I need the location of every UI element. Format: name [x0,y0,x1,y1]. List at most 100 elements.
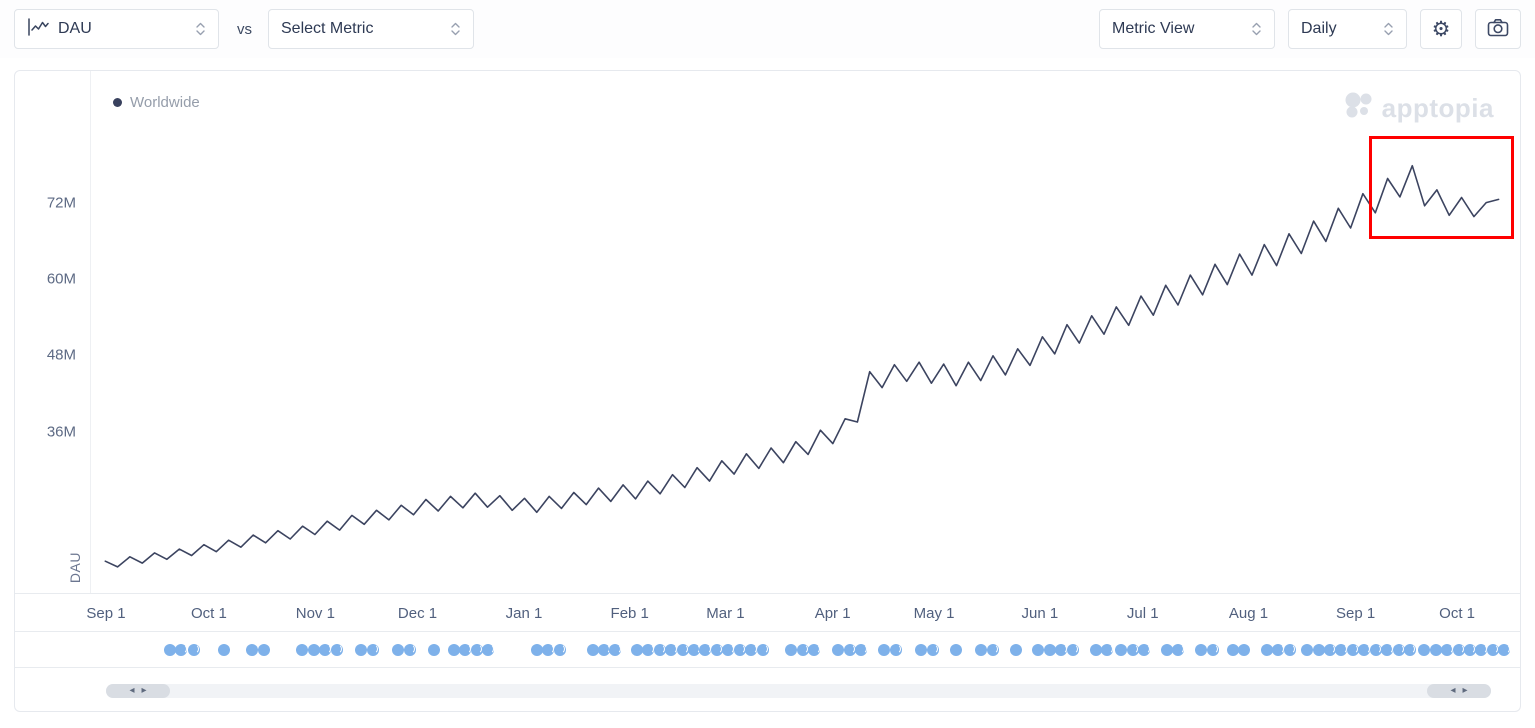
scrollbar-right-handle[interactable]: ◂ ▸ [1427,684,1491,698]
update-marker[interactable] [1346,643,1361,656]
update-marker[interactable] [699,643,712,656]
update-marker[interactable] [257,643,270,656]
update-marker[interactable] [1312,643,1325,656]
update-marker[interactable] [785,643,798,656]
update-marker[interactable] [688,643,703,656]
update-marker[interactable] [843,643,856,656]
metric-view-select[interactable]: Metric View [1099,9,1275,49]
update-marker[interactable] [1498,643,1513,656]
update-marker[interactable] [296,643,309,656]
update-marker[interactable] [1283,643,1298,656]
update-marker[interactable] [1452,643,1467,656]
update-marker[interactable] [630,643,643,656]
legend-dot [113,98,122,107]
update-marker[interactable] [710,643,725,656]
update-marker[interactable] [1066,643,1081,656]
interval-select[interactable]: Daily [1288,9,1407,49]
update-marker[interactable] [1463,643,1478,656]
update-marker[interactable] [665,643,678,656]
update-marker[interactable] [1115,643,1128,656]
update-marker[interactable] [926,643,939,656]
update-marker[interactable] [1392,643,1405,656]
update-marker[interactable] [1301,643,1314,656]
update-marker[interactable] [986,643,999,656]
update-marker[interactable] [530,643,543,656]
update-marker[interactable] [722,643,737,656]
update-marker[interactable] [1032,643,1045,656]
update-marker[interactable] [1335,643,1350,656]
update-marker[interactable] [1429,643,1442,656]
update-marker[interactable] [878,643,891,656]
update-marker[interactable] [1089,643,1102,656]
update-marker[interactable] [1138,643,1153,656]
update-marker[interactable] [1272,643,1285,656]
update-marker[interactable] [1261,643,1274,656]
update-marker[interactable] [586,643,599,656]
update-marker[interactable] [975,643,988,656]
update-marker[interactable] [447,643,460,656]
update-marker[interactable] [187,643,202,656]
update-marker[interactable] [553,643,568,656]
update-marker[interactable] [482,643,497,656]
update-marker[interactable] [1441,643,1454,656]
update-marker[interactable] [1009,643,1022,656]
update-marker[interactable] [1418,643,1431,656]
update-marker[interactable] [355,643,368,656]
update-marker[interactable] [246,643,259,656]
update-marker[interactable] [163,643,176,656]
update-marker[interactable] [459,643,472,656]
update-marker[interactable] [642,643,655,656]
update-marker[interactable] [598,643,610,656]
update-marker[interactable] [307,643,320,656]
update-marker[interactable] [1226,643,1239,656]
legend-item-worldwide[interactable]: Worldwide [113,94,200,111]
update-marker[interactable] [889,643,902,656]
update-marker[interactable] [403,643,416,656]
update-marker[interactable] [1323,643,1336,656]
update-marker[interactable] [1161,643,1174,656]
update-marker[interactable] [915,643,928,656]
update-marker[interactable] [653,643,668,656]
update-marker[interactable] [796,643,809,656]
update-marker[interactable] [330,643,345,656]
update-marker[interactable] [733,643,746,656]
scrollbar-track[interactable]: ◂ ▸ ◂ ▸ [106,684,1491,698]
update-marker[interactable] [175,643,188,656]
update-marker[interactable] [949,643,962,656]
update-marker[interactable] [1475,643,1488,656]
update-marker[interactable] [319,643,332,656]
update-marker[interactable] [1195,643,1208,656]
metric-a-select[interactable]: DAU [14,9,219,49]
update-marker[interactable] [1055,643,1068,656]
update-marker[interactable] [542,643,555,656]
update-marker[interactable] [1126,643,1139,656]
update-marker[interactable] [1238,643,1251,656]
scrollbar-left-handle[interactable]: ◂ ▸ [106,684,170,698]
update-marker[interactable] [366,643,379,656]
settings-button[interactable]: ⚙ [1420,9,1462,49]
update-marker[interactable] [1101,643,1114,656]
update-marker[interactable] [1206,643,1219,656]
update-marker[interactable] [855,643,870,656]
update-marker[interactable] [676,643,691,656]
update-marker[interactable] [1403,643,1418,656]
update-marker[interactable] [470,643,485,656]
update-marker[interactable] [392,643,405,656]
update-marker[interactable] [609,643,624,656]
update-marker[interactable] [832,643,845,656]
update-marker[interactable] [808,643,823,656]
update-marker[interactable] [217,643,230,656]
update-marker[interactable] [1486,643,1501,656]
update-marker[interactable] [1043,643,1056,656]
update-marker[interactable] [745,643,760,656]
update-markers-row [15,631,1520,667]
update-marker[interactable] [427,643,440,656]
update-marker[interactable] [1381,643,1396,656]
update-marker[interactable] [1358,643,1371,656]
chart-canvas[interactable]: Worldwide apptopia [91,71,1520,593]
update-marker[interactable] [1172,643,1185,656]
screenshot-button[interactable] [1475,9,1521,49]
update-marker[interactable] [1369,643,1384,656]
update-marker[interactable] [756,643,771,656]
metric-b-select[interactable]: Select Metric [268,9,474,49]
